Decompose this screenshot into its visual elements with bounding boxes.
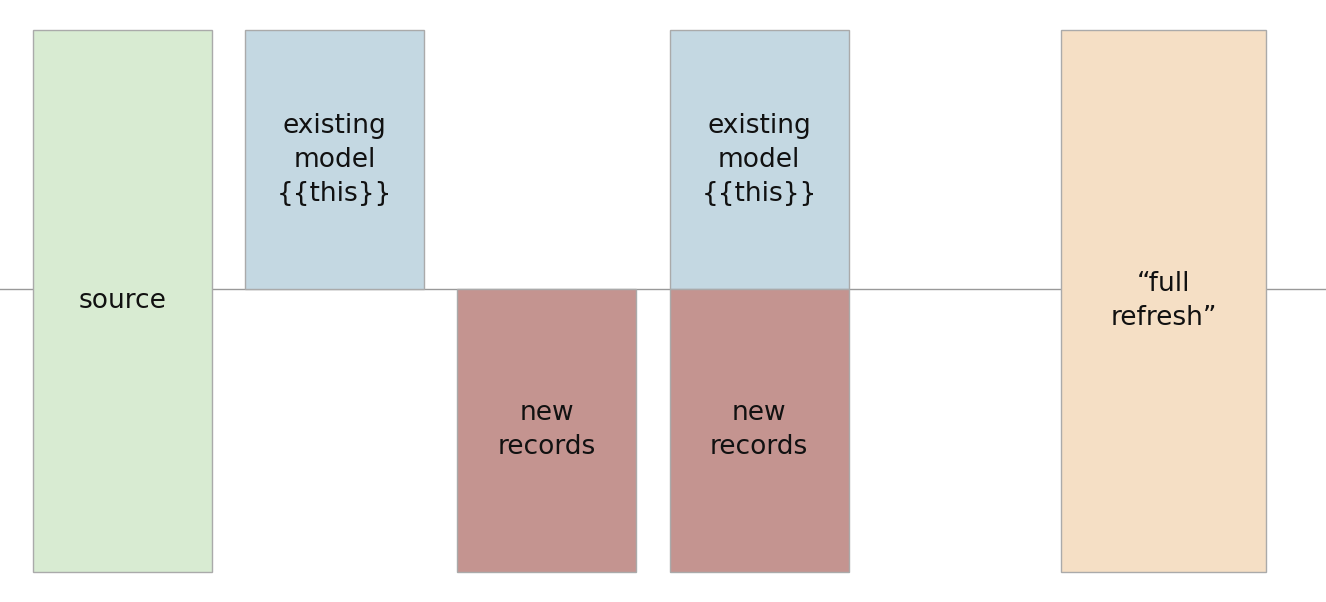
Bar — [33, 30, 212, 572]
Bar — [245, 30, 424, 289]
Text: new
records: new records — [709, 400, 809, 461]
Text: existing
model
{{this}}: existing model {{this}} — [701, 113, 817, 206]
Text: source: source — [78, 288, 167, 314]
Bar — [670, 289, 849, 572]
Text: “full
refresh”: “full refresh” — [1110, 271, 1217, 331]
Bar — [1061, 30, 1266, 572]
Text: existing
model
{{this}}: existing model {{this}} — [277, 113, 392, 206]
Bar — [670, 30, 849, 289]
Text: new
records: new records — [497, 400, 597, 461]
Bar — [457, 289, 636, 572]
